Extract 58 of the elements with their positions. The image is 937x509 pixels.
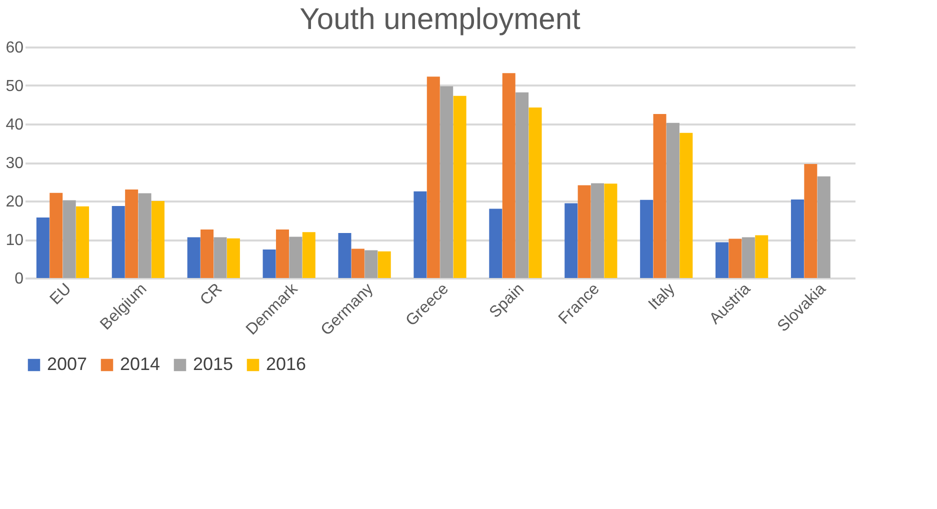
x-tick-label: Italy <box>646 280 678 314</box>
y-tick-label: 20 <box>6 194 24 210</box>
legend-label: 2007 <box>47 354 88 374</box>
bar <box>125 189 138 278</box>
bar <box>214 237 227 278</box>
bar <box>489 208 502 278</box>
bar <box>378 251 391 278</box>
legend-label: 2016 <box>266 354 306 374</box>
y-tick-label: 60 <box>6 40 24 56</box>
legend-label: 2015 <box>193 354 234 374</box>
legend-label: 2014 <box>120 354 160 374</box>
bar <box>50 192 63 278</box>
bar <box>36 218 50 278</box>
x-tick-label: CR <box>197 280 226 309</box>
bar <box>62 200 76 278</box>
bar <box>200 229 214 278</box>
bar <box>351 248 364 278</box>
bar <box>755 235 768 278</box>
bar <box>666 122 680 278</box>
bar <box>578 185 591 278</box>
bar <box>151 201 164 278</box>
y-tick-label: 50 <box>6 78 24 95</box>
bar <box>453 96 466 278</box>
bar <box>680 132 693 278</box>
bar <box>440 86 454 278</box>
bar <box>742 237 755 278</box>
bar <box>276 229 289 278</box>
bar <box>817 176 830 278</box>
bar <box>716 242 729 278</box>
bar <box>528 107 542 278</box>
bar <box>414 191 427 278</box>
bar <box>426 76 440 278</box>
bar <box>187 237 200 278</box>
bar <box>76 206 90 278</box>
bar <box>653 114 666 278</box>
bar <box>302 232 316 278</box>
bar <box>804 164 818 278</box>
bar <box>262 250 276 278</box>
bar <box>226 238 240 278</box>
bar <box>289 236 302 278</box>
bar <box>564 203 578 278</box>
bar <box>338 232 352 278</box>
bar <box>112 206 125 278</box>
bar <box>502 73 516 278</box>
bar <box>364 250 378 278</box>
y-tick-label: 10 <box>6 232 24 249</box>
bar <box>790 199 804 278</box>
y-tick-label: 0 <box>14 270 24 288</box>
y-tick-label: 40 <box>6 116 24 134</box>
bar <box>604 184 618 278</box>
chart-title: Youth unemployment <box>300 3 582 36</box>
x-tick-label: EU <box>47 280 75 308</box>
bar <box>591 183 604 278</box>
bar <box>516 92 529 278</box>
y-tick-label: 30 <box>6 155 24 172</box>
bar <box>728 238 742 278</box>
bar <box>138 193 152 278</box>
bar <box>640 200 654 278</box>
